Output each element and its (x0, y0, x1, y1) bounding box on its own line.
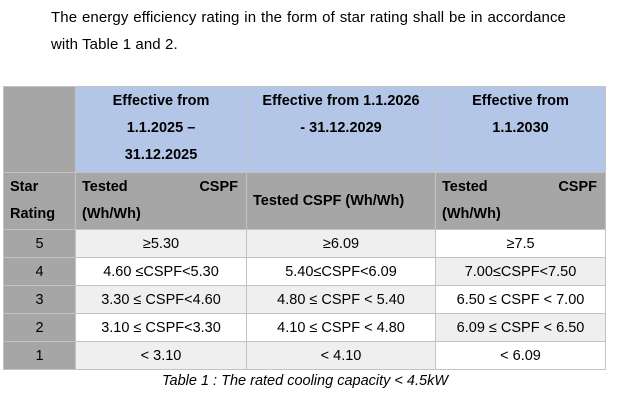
table-row: 1 < 3.10 < 4.10 < 6.09 (3, 341, 606, 370)
header-line: (Wh/Wh) (82, 206, 141, 222)
cspf-cell: < 4.10 (246, 341, 436, 370)
period-header-row: Effective from 1.1.2025 – 31.12.2025 Eff… (3, 86, 606, 173)
cspf-cell: ≥6.09 (246, 229, 436, 258)
star-rating-table: Effective from 1.1.2025 – 31.12.2025 Eff… (3, 86, 606, 370)
table-row: 5 ≥5.30 ≥6.09 ≥7.5 (3, 229, 606, 258)
cspf-cell: < 3.10 (75, 341, 247, 370)
table-row: 3 3.30 ≤ CSPF<4.60 4.80 ≤ CSPF < 5.40 6.… (3, 285, 606, 314)
star-rating-header: Star Rating (3, 172, 76, 230)
cspf-cell: < 6.09 (435, 341, 606, 370)
tested-cspf-header-2: Tested CSPF (Wh/Wh) (246, 172, 436, 230)
cspf-cell: 6.50 ≤ CSPF < 7.00 (435, 285, 606, 314)
period-2030: Effective from 1.1.2030 (435, 86, 606, 173)
header-line: Star (10, 179, 39, 195)
table-row: 2 3.10 ≤ CSPF<3.30 4.10 ≤ CSPF < 4.80 6.… (3, 313, 606, 342)
tested-cspf-header-3: Tested CSPF (Wh/Wh) (435, 172, 606, 230)
cspf-cell: 6.09 ≤ CSPF < 6.50 (435, 313, 606, 342)
header-line: Rating (10, 206, 56, 222)
period-line: Effective from 1.1.2026 (262, 93, 420, 109)
column-header-row: Star Rating Tested CSPF (Wh/Wh) Tested C… (3, 172, 606, 230)
period-line: 1.1.2030 (492, 120, 549, 136)
corner-cell (3, 86, 76, 173)
period-line: 1.1.2025 – (126, 120, 196, 136)
table-row: 4 4.60 ≤CSPF<5.30 5.40≤CSPF<6.09 7.00≤CS… (3, 257, 606, 286)
star-rating-cell: 3 (3, 285, 76, 314)
cspf-cell: 7.00≤CSPF<7.50 (435, 257, 606, 286)
header-word: CSPF (199, 179, 238, 195)
table-caption: Table 1 : The rated cooling capacity < 4… (162, 373, 448, 389)
period-2026-2029: Effective from 1.1.2026 - 31.12.2029 (246, 86, 436, 173)
cspf-cell: 3.10 ≤ CSPF<3.30 (75, 313, 247, 342)
cspf-cell: 4.60 ≤CSPF<5.30 (75, 257, 247, 286)
period-line: - 31.12.2029 (300, 120, 382, 136)
header-word: CSPF (558, 179, 597, 195)
cspf-cell: 5.40≤CSPF<6.09 (246, 257, 436, 286)
header-word: Tested (82, 179, 128, 195)
header-line: Tested CSPF (Wh/Wh) (253, 192, 405, 209)
star-rating-cell: 4 (3, 257, 76, 286)
period-2025: Effective from 1.1.2025 – 31.12.2025 (75, 86, 247, 173)
star-rating-cell: 1 (3, 341, 76, 370)
cspf-cell: 3.30 ≤ CSPF<4.60 (75, 285, 247, 314)
cspf-cell: 4.80 ≤ CSPF < 5.40 (246, 285, 436, 314)
star-rating-cell: 5 (3, 229, 76, 258)
period-line: Effective from (472, 93, 569, 109)
period-line: 31.12.2025 (124, 147, 198, 163)
period-line: Effective from (112, 93, 210, 109)
header-line: (Wh/Wh) (442, 206, 501, 222)
cspf-cell: ≥7.5 (435, 229, 606, 258)
cspf-cell: ≥5.30 (75, 229, 247, 258)
cspf-cell: 4.10 ≤ CSPF < 4.80 (246, 313, 436, 342)
tested-cspf-header-1: Tested CSPF (Wh/Wh) (75, 172, 247, 230)
star-rating-cell: 2 (3, 313, 76, 342)
intro-paragraph: The energy efficiency rating in the form… (51, 9, 566, 53)
header-word: Tested (442, 179, 488, 195)
